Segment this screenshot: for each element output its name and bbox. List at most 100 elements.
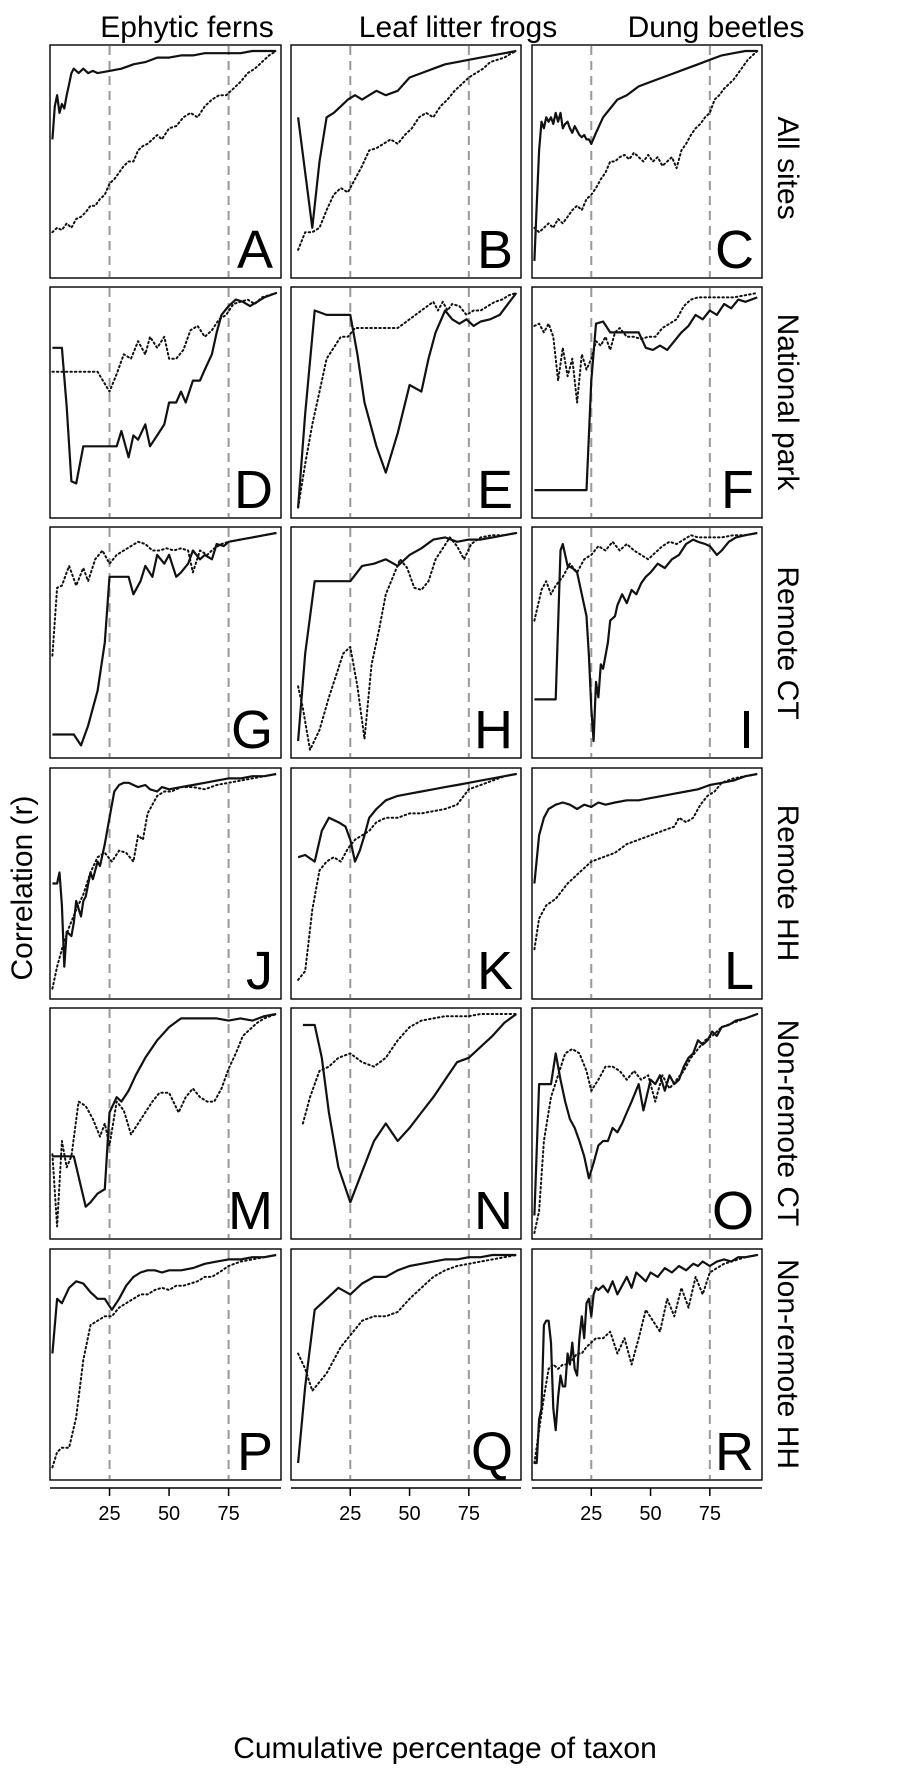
series-solid-line [533, 772, 758, 884]
panel-b: B [290, 44, 522, 280]
panel-frame [531, 286, 763, 519]
x-axis-col-1: 25 50 75 [50, 1487, 281, 1525]
series-dotted-line [297, 50, 518, 251]
x-tick-label: 50 [639, 1503, 661, 1525]
series-solid-line [297, 1253, 517, 1464]
panel-i: I [531, 526, 763, 760]
panel-h: H [290, 526, 522, 760]
column-title-3: Dung beetles [628, 11, 805, 44]
panel-label: I [739, 700, 754, 760]
panel-frame [49, 44, 282, 279]
panel-label: F [721, 460, 754, 520]
panel-frame [531, 1248, 763, 1481]
series-solid-line [534, 1253, 758, 1465]
panel-c: C [531, 44, 763, 280]
panel-label: Q [471, 1422, 513, 1482]
panel-label: D [234, 460, 273, 520]
panel-label: H [474, 700, 513, 760]
panel-label: E [477, 460, 513, 520]
panel-l: L [531, 767, 763, 1001]
panel-frame [290, 1248, 522, 1481]
panel-label: G [231, 700, 273, 760]
panel-m: M [49, 1007, 282, 1241]
panel-label: L [724, 941, 754, 1001]
series-dotted-line [51, 773, 278, 990]
row-title-5: Non-remote CT [771, 1020, 804, 1227]
panel-q: Q [290, 1248, 522, 1482]
panel-r: R [531, 1248, 763, 1482]
panel-o: O [531, 1007, 763, 1241]
panel-label: C [715, 220, 754, 280]
row-title-1: All sites [771, 116, 804, 219]
x-axes: 25 50 75 25 50 75 25 50 75 [50, 1487, 762, 1525]
panel-frame [49, 1007, 282, 1240]
series-dotted-line [301, 1013, 518, 1125]
series-solid-line [297, 292, 518, 508]
x-tick-label: 25 [339, 1503, 361, 1525]
panel-label: B [477, 220, 513, 280]
series-solid-line [52, 531, 277, 747]
panel-n: N [290, 1007, 522, 1241]
x-tick-label: 75 [458, 1503, 480, 1525]
column-title-1: Ephytic ferns [100, 11, 273, 44]
series-solid-line [534, 531, 758, 743]
panel-label: N [474, 1181, 513, 1241]
panel-a: A [49, 44, 282, 280]
panel-j: J [49, 767, 282, 1001]
panel-frame [290, 767, 522, 1000]
x-axis-col-3: 25 50 75 [532, 1487, 762, 1525]
row-title-4: Remote HH [771, 805, 804, 962]
panel-e: E [290, 286, 522, 520]
x-axis-col-2: 25 50 75 [291, 1487, 521, 1525]
panel-label: K [477, 941, 513, 1001]
series-dotted-line [533, 773, 759, 951]
series-dotted-line [51, 1254, 278, 1469]
series-solid-line [533, 49, 758, 261]
series-solid-line [302, 1013, 517, 1204]
series-solid-line [297, 49, 517, 229]
series-dotted-line [533, 50, 759, 234]
panel-label: P [237, 1422, 273, 1482]
row-title-3: Remote CT [771, 566, 804, 719]
row-title-6: Non-remote HH [771, 1259, 804, 1469]
x-tick-label: 75 [699, 1503, 721, 1525]
x-axis-label: Cumulative percentage of taxon [233, 1732, 657, 1765]
x-tick-label: 50 [158, 1503, 180, 1525]
x-tick-label: 25 [580, 1503, 602, 1525]
series-dotted-line [297, 532, 518, 751]
series-solid-line [52, 291, 277, 485]
x-tick-label: 50 [398, 1503, 420, 1525]
panel-label: M [228, 1181, 273, 1241]
series-dotted-line [533, 532, 759, 622]
series-dotted-line [51, 532, 278, 657]
row-title-2: National park [771, 314, 804, 492]
series-dotted-line [51, 50, 278, 234]
panels: A B C D E F G H I J K L M N O P Q R [49, 44, 763, 1482]
series-solid-line [52, 772, 277, 968]
y-axis-label: Correlation (r) [6, 795, 39, 980]
panel-label: R [715, 1422, 754, 1482]
series-dotted-line [297, 292, 518, 509]
row-titles: All sites National park Remote CT Remote HH… [771, 116, 804, 1469]
panel-frame [531, 767, 763, 1000]
panel-label: A [237, 220, 273, 280]
panel-frame [290, 44, 522, 279]
series-solid-line [51, 1253, 277, 1354]
panel-f: F [531, 286, 763, 520]
series-dotted-line [297, 773, 518, 981]
series-dotted-line [533, 1254, 759, 1464]
panel-frame [49, 1248, 282, 1481]
panel-k: K [290, 767, 522, 1001]
panel-frame [290, 526, 522, 759]
panel-frame [49, 526, 282, 759]
panel-d: D [49, 286, 282, 520]
series-solid-line [51, 49, 277, 140]
panel-frame [531, 1007, 763, 1240]
panel-p: P [49, 1248, 282, 1482]
panel-g: G [49, 526, 282, 760]
panel-frame [290, 1007, 522, 1240]
x-tick-label: 25 [98, 1503, 120, 1525]
series-solid-line [297, 531, 517, 742]
series-solid-line [533, 1012, 758, 1216]
